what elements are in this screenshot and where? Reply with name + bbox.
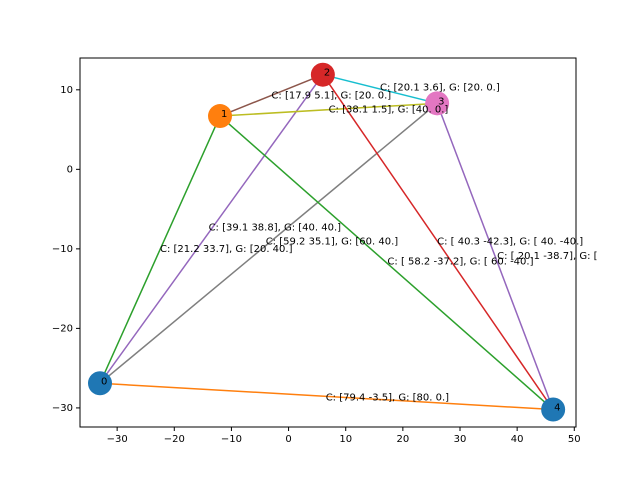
node-label-3: 3 — [438, 96, 444, 107]
y-tick-label: −30 — [52, 403, 73, 414]
x-tick-label: −20 — [164, 434, 185, 445]
edge-annotation-0: C: [17.9 5.1], G: [20. 0.] — [271, 90, 391, 101]
edge-annotation-1: C: [20.1 3.6], G: [20. 0.] — [380, 82, 500, 93]
node-1 — [208, 104, 232, 129]
x-tick-label: −10 — [221, 434, 242, 445]
x-tick-label: −30 — [107, 434, 128, 445]
edge-0-2 — [99, 74, 324, 384]
edge-annotation-4: C: [59.2 35.1], G: [60. 40.] — [266, 237, 399, 248]
node-0 — [88, 371, 112, 396]
x-tick-label: 20 — [396, 434, 409, 445]
edge-0-3 — [99, 102, 438, 384]
node-4 — [541, 397, 566, 422]
node-3 — [425, 91, 450, 116]
edge-annotation-7: C: [ 20.1 -38.7], G: [ — [497, 251, 597, 262]
edge-1-4 — [219, 115, 554, 411]
edge-2-3 — [322, 73, 438, 105]
edge-annotation-5: C: [21.2 33.7], G: [20. 40.] — [160, 244, 293, 255]
node-label-4: 4 — [554, 403, 560, 414]
x-tick-label: 30 — [454, 434, 467, 445]
node-2 — [310, 62, 335, 87]
edges-layer — [99, 73, 554, 411]
node-labels-layer: 0 1 2 3 4 — [101, 68, 561, 414]
x-tick-label: 40 — [511, 434, 524, 445]
annotations-layer: C: [17.9 5.1], G: [20. 0.]C: [20.1 3.6],… — [160, 82, 598, 403]
edge-3-4 — [436, 103, 554, 410]
edge-annotation-3: C: [39.1 38.8], G: [40. 40.] — [209, 222, 342, 233]
node-label-1: 1 — [221, 109, 227, 120]
x-tick-label: 50 — [568, 434, 581, 445]
node-label-0: 0 — [101, 376, 107, 387]
edge-annotation-2: C: [38.1 1.5], G: [40. 0.] — [329, 105, 449, 116]
edge-annotation-9: C: [79.4 -3.5], G: [80. 0.] — [326, 393, 449, 404]
x-tick-label: 10 — [339, 434, 352, 445]
y-tick-label: −20 — [52, 323, 73, 334]
edge-0-1 — [99, 115, 221, 384]
nodes-layer — [88, 62, 566, 422]
x-axis-ticks: −30 −20 −10 0 10 20 30 40 50 — [107, 427, 581, 445]
node-label-2: 2 — [324, 68, 330, 79]
y-tick-label: 0 — [67, 164, 73, 175]
edge-1-3 — [219, 102, 438, 117]
edge-2-4 — [322, 74, 554, 410]
x-tick-label: 0 — [285, 434, 291, 445]
edge-annotation-8: C: [ 58.2 -37.2], G: [ 60. -40.] — [387, 257, 533, 268]
edge-0-4 — [99, 382, 554, 411]
y-tick-label: 10 — [60, 85, 73, 96]
edge-1-2 — [219, 74, 324, 117]
axes-frame — [79, 57, 577, 428]
y-tick-label: −10 — [52, 244, 73, 255]
edge-annotation-6: C: [ 40.3 -42.3], G: [ 40. -40.] — [437, 237, 583, 248]
y-axis-ticks: 10 0 −10 −20 −30 — [52, 85, 80, 414]
